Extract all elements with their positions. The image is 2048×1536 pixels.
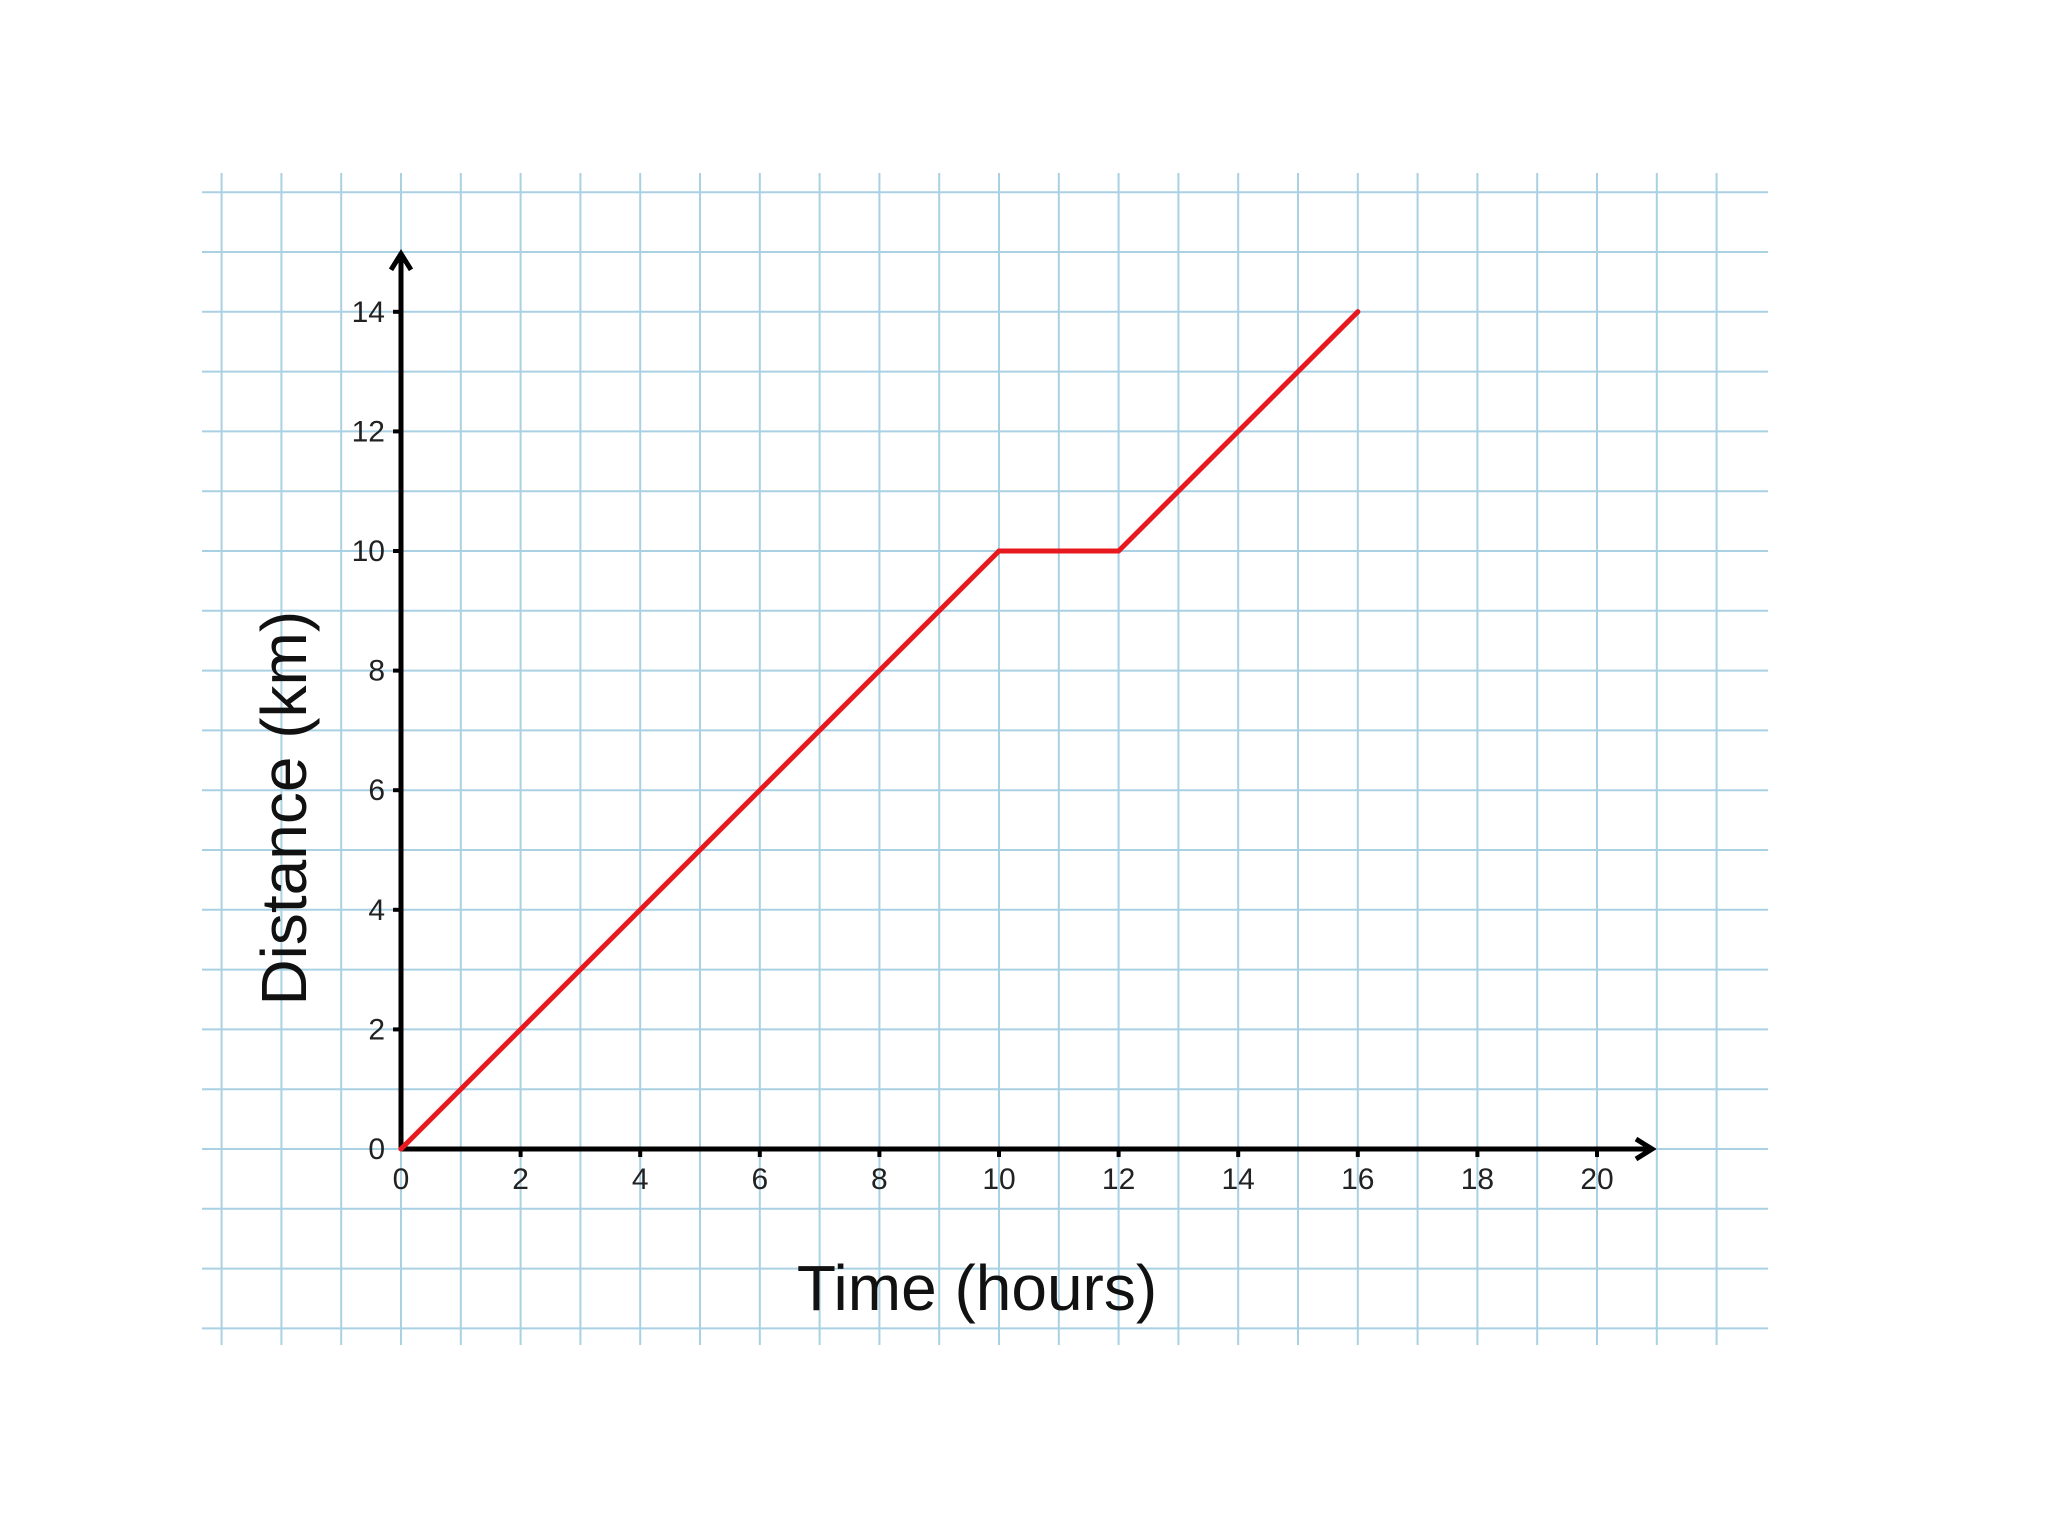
- y-axis-title: Distance (km): [248, 611, 320, 1006]
- data-point: [996, 548, 1002, 554]
- x-tick-label: 14: [1222, 1163, 1255, 1196]
- x-tick-label: 18: [1461, 1163, 1494, 1196]
- y-axis-arrowhead: [388, 249, 414, 272]
- x-tick-label: 12: [1102, 1163, 1135, 1196]
- y-tick-label: 0: [368, 1133, 385, 1166]
- x-tick-label: 4: [632, 1163, 649, 1196]
- x-tick-label: 2: [512, 1163, 529, 1196]
- x-tick-label: 16: [1341, 1163, 1374, 1196]
- y-tick-label: 6: [368, 774, 385, 807]
- x-tick-label: 10: [982, 1163, 1015, 1196]
- x-tick-label: 8: [871, 1163, 888, 1196]
- y-tick-label: 14: [352, 296, 385, 329]
- y-tick-label: 2: [368, 1013, 385, 1046]
- x-axis-title: Time (hours): [797, 1252, 1157, 1324]
- y-tick-label: 10: [352, 535, 385, 568]
- x-tick-label: 6: [751, 1163, 768, 1196]
- series-line: [398, 309, 1361, 1152]
- data-point: [1355, 309, 1361, 315]
- axes: [388, 249, 1657, 1162]
- x-tick-label: 20: [1580, 1163, 1613, 1196]
- x-axis-arrowhead: [1634, 1136, 1657, 1162]
- data-point: [1116, 548, 1122, 554]
- y-tick-label: 12: [352, 415, 385, 448]
- y-tick-label: 4: [368, 894, 385, 927]
- ticks: 0 2 4 6 8 10 12 14 16 18 20 0 2 4 6 8 10 12 14: [352, 296, 1614, 1196]
- y-tick-label: 8: [368, 655, 385, 688]
- data-point: [398, 1146, 404, 1152]
- x-tick-label: 0: [393, 1163, 410, 1196]
- series: [398, 309, 1361, 1152]
